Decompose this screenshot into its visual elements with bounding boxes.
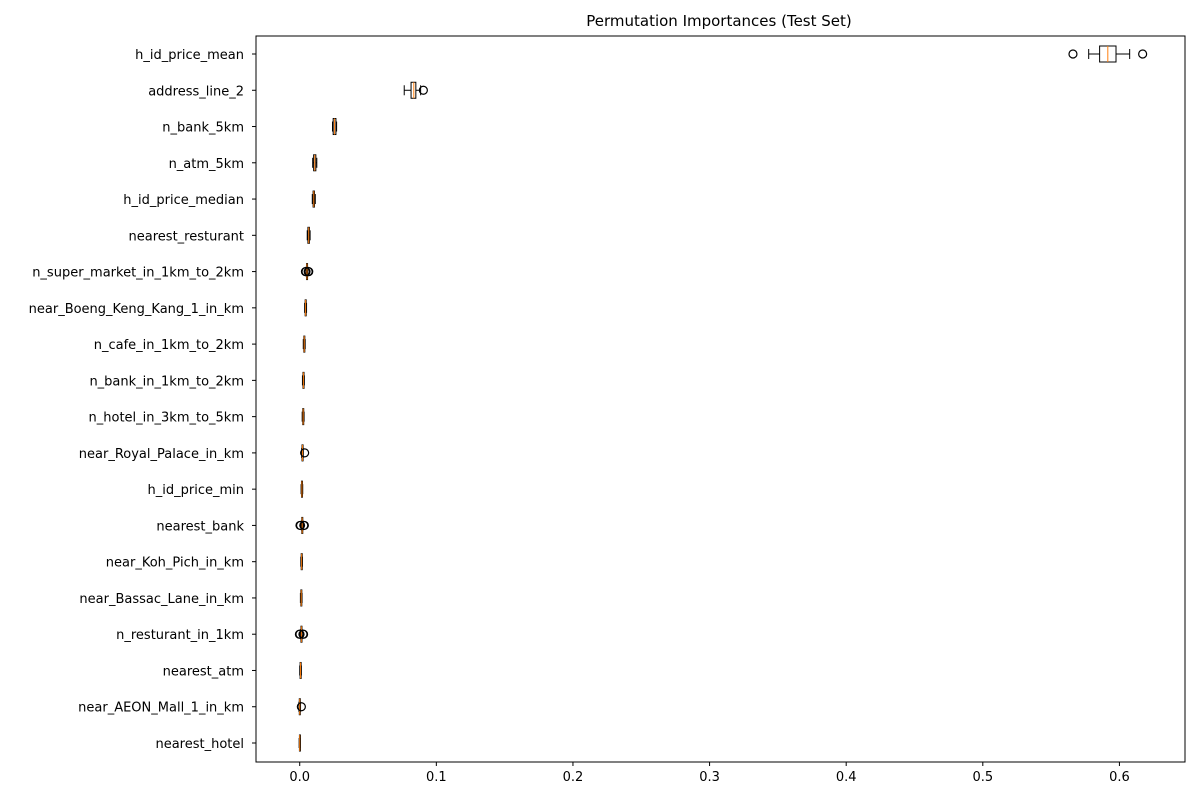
outlier-point — [1138, 49, 1148, 59]
boxplot-n_hotel_in_3km_to_5km — [301, 408, 305, 426]
outlier-point — [295, 629, 305, 639]
outlier-point — [1068, 49, 1078, 59]
x-tick-label: 0.6 — [1109, 770, 1130, 785]
y-tick-label: near_Boeng_Keng_Kang_1_in_km — [29, 302, 244, 317]
boxplot-h_id_price_min — [300, 480, 304, 498]
outlier-point — [304, 266, 314, 277]
y-tick-label: n_resturant_in_1km — [116, 628, 244, 643]
y-axis: h_id_price_mean address_line_2 n_bank_5kmn… — [29, 48, 256, 752]
outlier-point — [300, 448, 310, 458]
y-tick-label: n_bank_5km — [162, 121, 244, 136]
outlier-point — [298, 629, 309, 639]
boxplot-near_Bassac_Lane_in_km — [299, 589, 303, 607]
boxplot-near_Boeng_Keng_Kang_1_in_km — [304, 299, 308, 317]
boxplot-n_bank_in_1km_to_2km — [301, 371, 305, 389]
y-tick-label: n_atm_5km — [169, 157, 244, 172]
y-tick-label: near_AEON_Mall_1_in_km — [78, 701, 244, 716]
y-tick-label: h_id_price_min — [148, 483, 244, 498]
outlier-point — [295, 520, 306, 531]
x-tick-label: 0.3 — [699, 770, 720, 785]
boxplot-n_atm_5km — [312, 154, 318, 172]
y-tick-label: n_cafe_in_1km_to_2km — [94, 338, 244, 353]
boxplot-near_Koh_Pich_in_km — [300, 553, 303, 571]
boxplot-nearest_atm — [299, 661, 302, 679]
y-tick-label: h_id_price_mean — [135, 48, 244, 63]
x-tick-label: 0.0 — [289, 770, 310, 785]
plot-area — [294, 45, 1148, 752]
boxplot-h_id_price_median — [311, 190, 316, 208]
chart-title: Permutation Importances (Test Set) — [586, 12, 852, 30]
x-tick-label: 0.4 — [836, 770, 857, 785]
x-tick-label: 0.2 — [563, 770, 584, 785]
boxplot-n_bank_5km — [332, 118, 338, 136]
y-tick-label: nearest_atm — [163, 664, 244, 679]
y-tick-label: nearest_bank — [156, 519, 244, 534]
y-tick-label: address_line_2 — [148, 84, 244, 99]
x-tick-label: 0.1 — [426, 770, 447, 785]
outlier-point — [418, 85, 428, 95]
y-tick-label: near_Royal_Palace_in_km — [79, 447, 244, 462]
boxplot-n_super_market_in_1km_to_2km — [300, 263, 314, 281]
boxplot-near_Royal_Palace_in_km — [300, 444, 310, 462]
y-tick-label: nearest_resturant — [129, 229, 244, 244]
y-tick-label: n_super_market_in_1km_to_2km — [32, 266, 244, 281]
axes-frame — [255, 35, 1186, 763]
y-tick-label: near_Bassac_Lane_in_km — [79, 592, 244, 607]
boxplot-nearest_resturant — [306, 226, 311, 244]
boxplot-address_line_2 — [403, 81, 428, 99]
boxplot-n_resturant_in_1km — [294, 625, 309, 643]
outlier-point — [296, 702, 306, 712]
boxplot-h_id_price_mean — [1068, 45, 1148, 63]
y-tick-label: near_Koh_Pich_in_km — [106, 556, 244, 571]
x-tick-label: 0.5 — [972, 770, 993, 785]
boxplot-near_AEON_Mall_1_in_km — [296, 698, 306, 716]
boxplot-nearest_bank — [295, 516, 309, 534]
boxplot-nearest_hotel — [298, 734, 301, 752]
y-tick-label: n_hotel_in_3km_to_5km — [89, 411, 244, 426]
outlier-point — [299, 520, 309, 531]
y-tick-label: n_bank_in_1km_to_2km — [89, 374, 244, 389]
boxplot-n_cafe_in_1km_to_2km — [302, 335, 306, 353]
y-tick-label: nearest_hotel — [155, 737, 244, 752]
x-axis: 0.0 0.1 0.2 0.3 0.4 0.5 0.6 — [289, 762, 1130, 785]
y-tick-label: h_id_price_median — [123, 193, 244, 208]
